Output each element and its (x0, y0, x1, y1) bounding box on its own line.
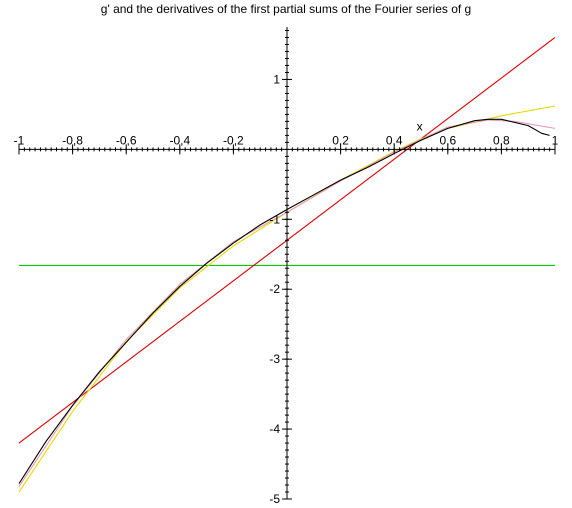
series-line-3 (18, 119, 556, 487)
x-axis-label: x (417, 119, 423, 133)
ticks-layer: -1 -0,8 -0,6 -0,4 -0,2 0,2 0,4 0,6 0,8 1 1 -1 -2 -3 -4… (14, 29, 559, 506)
x-tick-label: 0,2 (332, 133, 349, 147)
x-tick-label: 0,6 (439, 133, 456, 147)
x-tick-label: 1 (552, 133, 559, 147)
y-tick-label: -4 (269, 422, 280, 436)
x-tick-label: -0,8 (62, 133, 83, 147)
chart-title: g' and the derivatives of the first part… (100, 2, 472, 16)
y-tick-label: 1 (273, 72, 280, 86)
x-tick-label: -0,2 (223, 133, 244, 147)
y-tick-label: -3 (269, 352, 280, 366)
y-tick-label: -1 (269, 212, 280, 226)
series-line-4 (18, 118, 550, 484)
x-tick-label: -1 (14, 133, 25, 147)
x-tick-label: -0,4 (169, 133, 190, 147)
y-tick-label: -5 (269, 492, 280, 506)
x-tick-label: 0,8 (493, 133, 510, 147)
y-tick-label: -2 (269, 282, 280, 296)
x-tick-label: 0,4 (386, 133, 403, 147)
x-tick-label: -0,6 (116, 133, 137, 147)
